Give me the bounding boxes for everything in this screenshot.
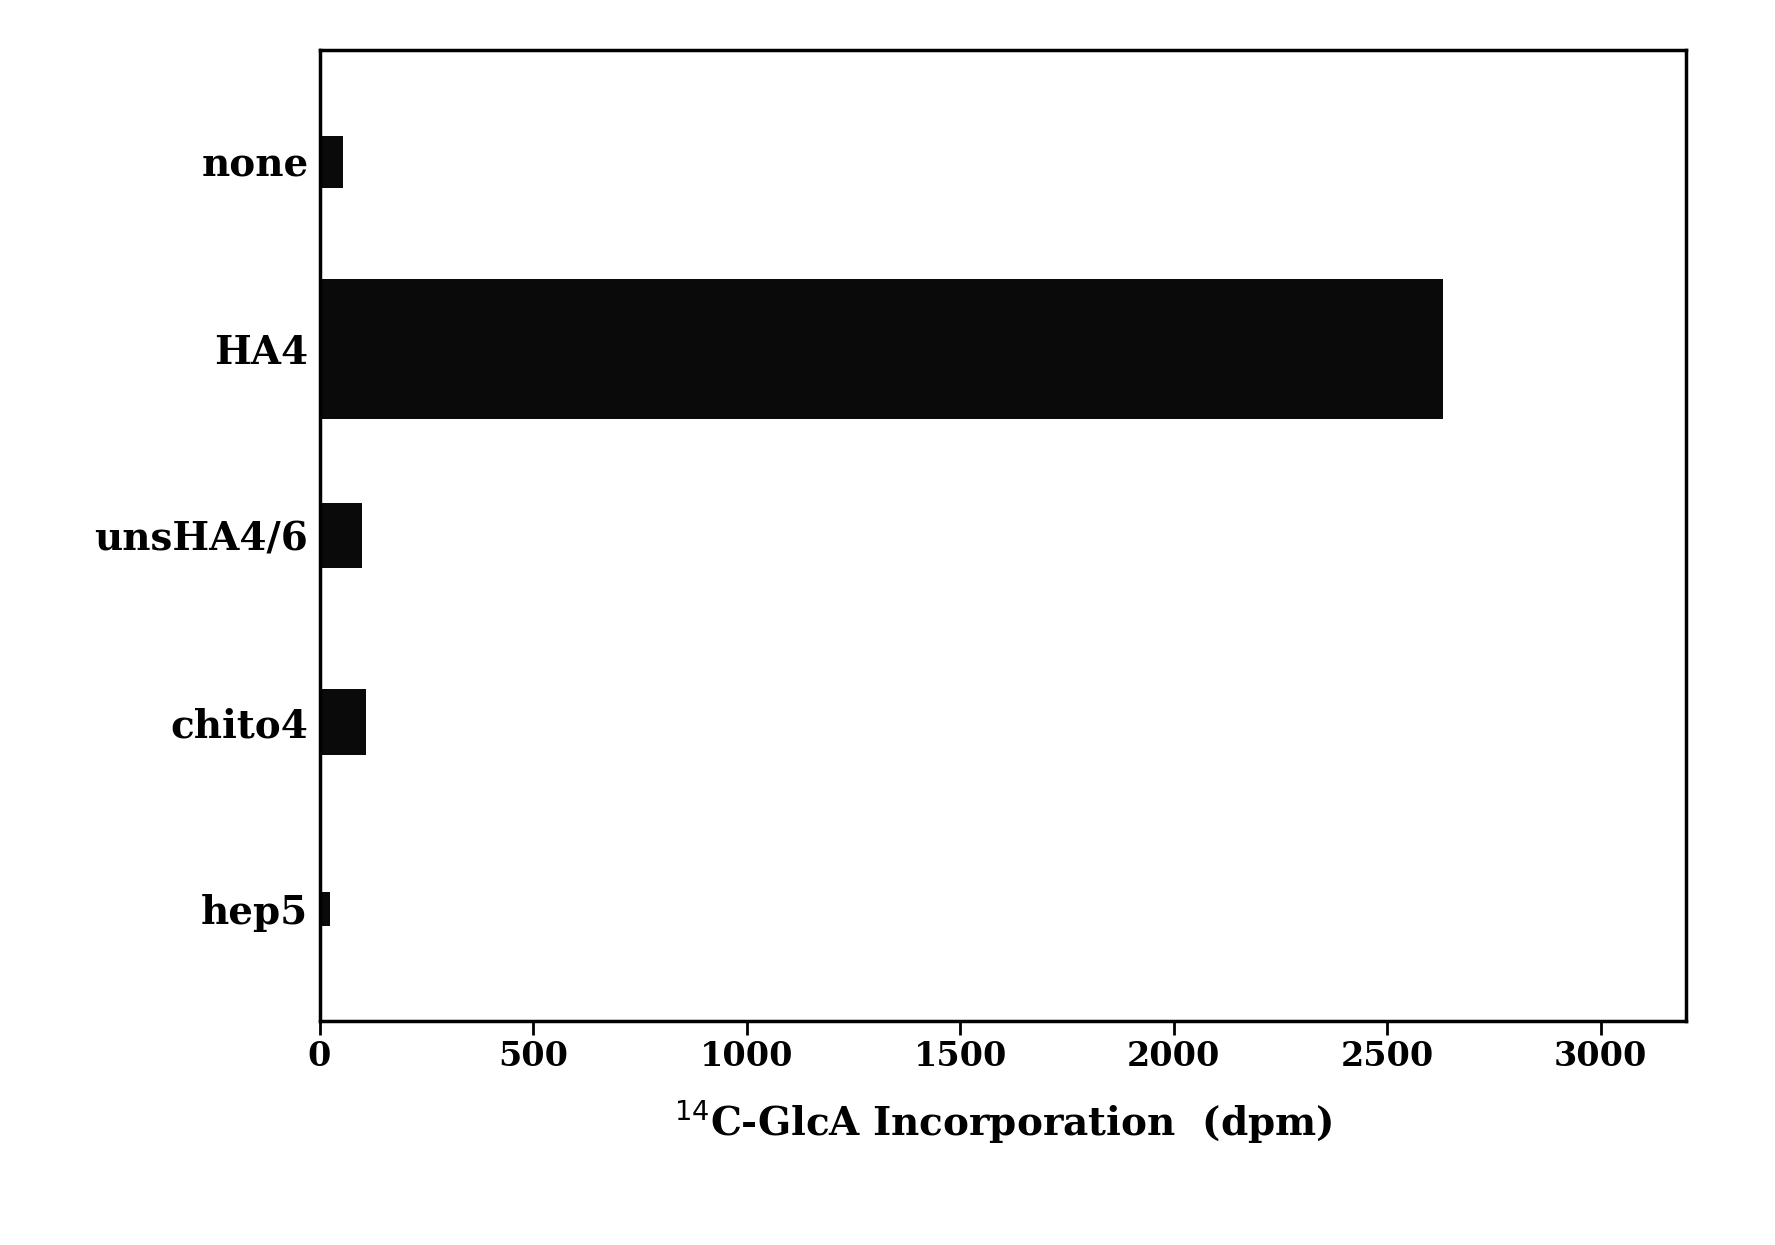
X-axis label: $^{14}$C-GlcA Incorporation  (dpm): $^{14}$C-GlcA Incorporation (dpm) [674, 1098, 1331, 1144]
Bar [320, 136, 343, 188]
Bar [320, 893, 330, 926]
Bar [320, 279, 1443, 418]
Bar [320, 503, 362, 568]
Bar [320, 690, 366, 754]
